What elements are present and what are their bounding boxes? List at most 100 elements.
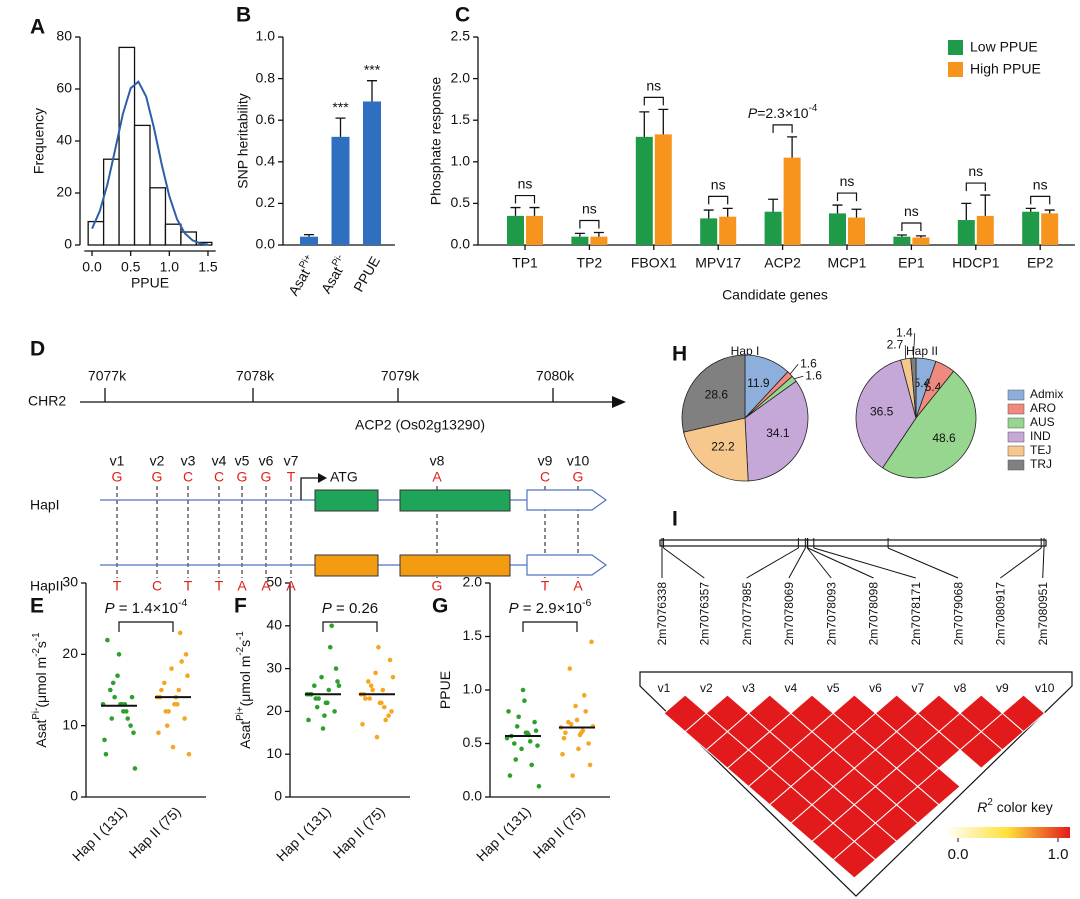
bar	[654, 134, 672, 245]
panel-letter: I	[672, 508, 678, 531]
p-value-label: P = 2.9×10-6	[509, 597, 592, 617]
pie-slice	[681, 354, 746, 433]
y-axis-title: AsatPi-(μmol m-2s-1	[31, 632, 49, 747]
data-point	[108, 687, 113, 693]
x-tick-label: 1.5	[198, 259, 218, 275]
data-point	[306, 717, 311, 723]
bar	[1022, 211, 1040, 245]
y-tick-label: 30	[266, 659, 282, 675]
slice-label: 34.1	[766, 426, 790, 440]
bar	[764, 211, 782, 245]
text-part: = 1.4×10	[115, 600, 178, 617]
data-point	[570, 773, 575, 778]
text-part: P	[105, 600, 115, 617]
allele: G	[432, 578, 443, 594]
data-point	[105, 637, 110, 643]
error-bar	[529, 206, 540, 216]
x-axis-title: Candidate genes	[722, 287, 828, 303]
data-point	[186, 751, 192, 757]
text-part: s	[237, 640, 253, 647]
color-key-label: 0.0	[948, 846, 969, 863]
exon	[399, 554, 511, 577]
p-value-label: P = 0.26	[322, 600, 378, 617]
y-axis-title: SNP heritability	[235, 93, 251, 188]
y-axis-title: Phosphate response	[428, 77, 444, 206]
data-point	[390, 674, 396, 680]
marker-connector	[813, 547, 916, 579]
data-point	[387, 657, 393, 663]
y-tick-label: 10	[266, 745, 282, 761]
histogram-bar	[118, 46, 136, 246]
x-tick-label: PPUE	[350, 253, 383, 294]
y-axis-title: AsatPi+(μmol m-2s-1	[235, 631, 253, 749]
error-bar	[851, 208, 862, 218]
color-key-bar	[945, 827, 1070, 838]
data-point	[506, 709, 511, 714]
marker-connector	[887, 547, 959, 579]
text-part: -6	[582, 597, 591, 609]
pie-slice	[882, 370, 977, 479]
bar	[1041, 213, 1059, 245]
legend-swatch	[1007, 445, 1025, 457]
coordinate-label: 7078k	[236, 368, 275, 384]
text-part: s	[33, 641, 49, 648]
text-part: Pi+	[235, 706, 246, 721]
variant-label: v9	[996, 681, 1009, 695]
variant-label: v7	[284, 453, 299, 469]
data-point	[586, 741, 591, 746]
color-key-label: 1.0	[1048, 846, 1069, 863]
leader-line	[789, 363, 799, 375]
x-tick-label: Hap I (131)	[273, 803, 334, 864]
marker-connector	[746, 547, 799, 579]
y-tick-label: 10	[62, 716, 78, 732]
text-part: Asat	[33, 720, 49, 748]
bar	[507, 215, 524, 245]
variant-label: v7	[911, 681, 924, 695]
data-point	[370, 687, 375, 693]
allele: C	[152, 578, 162, 594]
slice-label: 5.4	[914, 376, 931, 390]
y-tick-label: 0.5	[463, 734, 483, 750]
text-part: -2	[235, 647, 246, 656]
axis-arrow	[612, 396, 626, 408]
data-point	[322, 713, 327, 718]
y-axis-title: Frequency	[31, 108, 47, 174]
legend-label: Admix	[1030, 387, 1063, 401]
panel-letter: G	[432, 595, 448, 618]
variant-label: v4	[212, 453, 227, 469]
data-point	[383, 717, 389, 723]
text-part: ns	[904, 203, 919, 219]
data-point	[323, 700, 329, 706]
y-tick-label: 2.0	[463, 574, 483, 590]
haplotype-name: HapI	[30, 497, 60, 513]
legend-label: TEJ	[1030, 443, 1051, 457]
data-point	[536, 784, 542, 789]
significance-label: ns	[582, 200, 597, 216]
marker-label: 2m7078093	[824, 582, 838, 646]
x-tick-label: Hap II (75)	[126, 803, 184, 861]
marker-connector	[1000, 547, 1042, 579]
text-part: -1	[235, 631, 246, 640]
slice-label: 2.7	[887, 337, 904, 351]
data-point	[115, 673, 120, 679]
data-point	[573, 703, 578, 709]
error-bar	[1044, 209, 1055, 214]
slice-label: 5.4	[925, 380, 942, 394]
marker-label: 2m7079068	[951, 582, 965, 646]
text-part: = 2.9×10	[519, 600, 582, 617]
variant-label: v10	[1035, 681, 1055, 695]
allele: T	[541, 578, 550, 594]
slice-label: 1.4	[896, 325, 913, 339]
data-point	[112, 694, 117, 700]
bar	[912, 237, 930, 245]
data-point	[561, 735, 567, 741]
x-tick-label: EP1	[898, 255, 925, 271]
legend-label: IND	[1030, 429, 1051, 443]
data-point	[532, 719, 537, 725]
exon	[314, 554, 379, 577]
text-part: P	[509, 600, 519, 617]
panel-letter: C	[455, 4, 470, 27]
x-tick-label: 1.0	[160, 259, 180, 275]
slice-label: 22.2	[711, 439, 735, 453]
